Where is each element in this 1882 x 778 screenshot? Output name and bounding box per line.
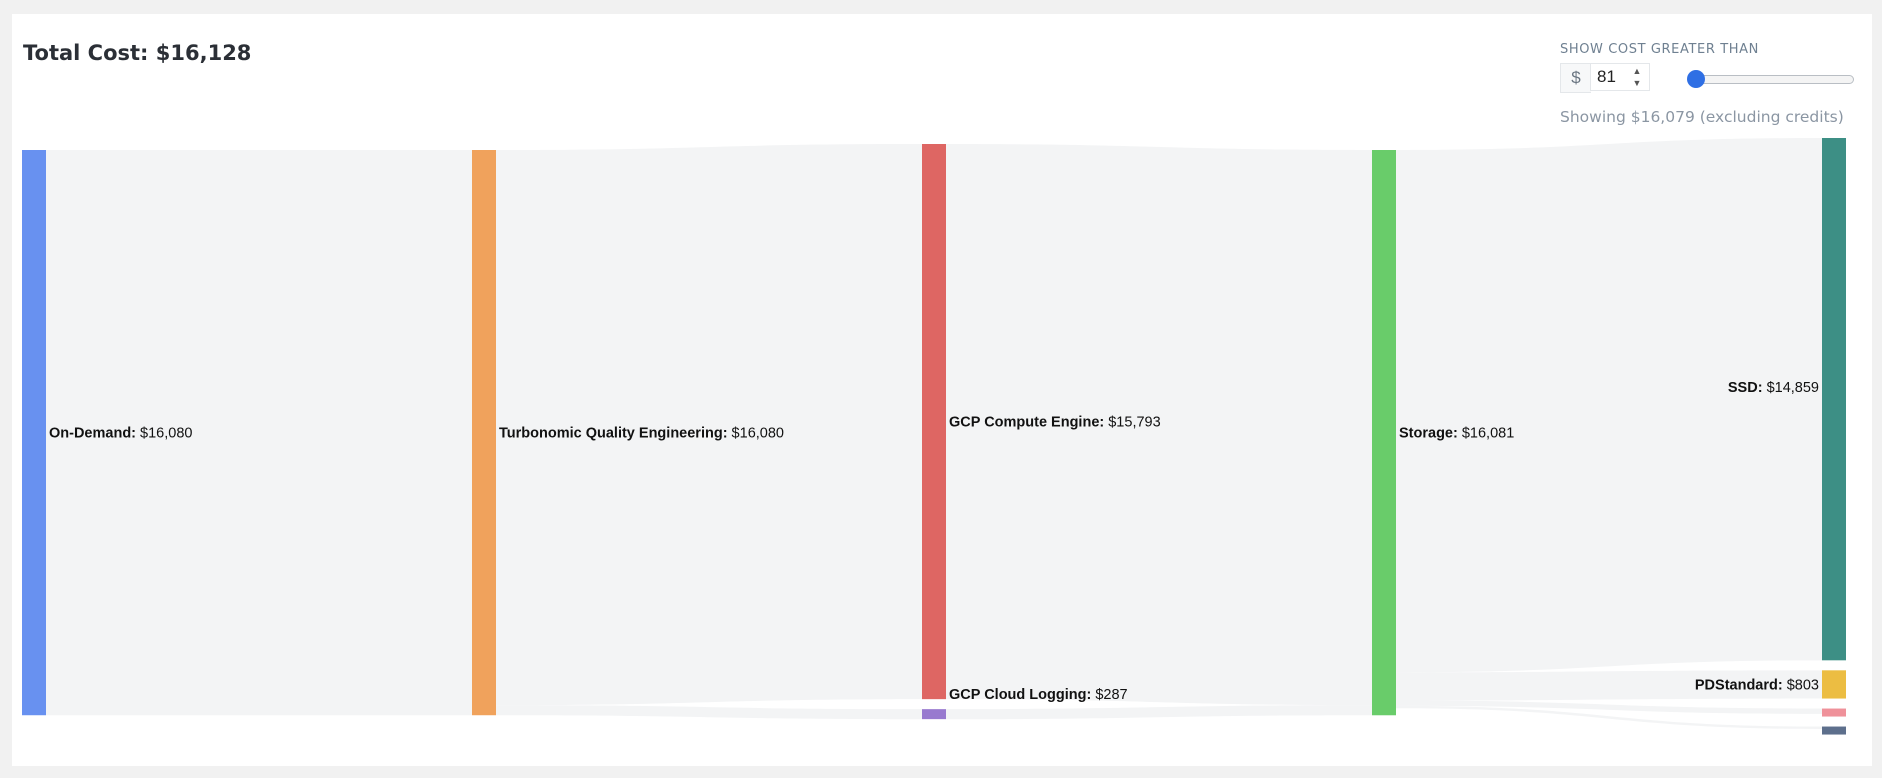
- sankey-link-turbonomic-to-compute_engine[interactable]: [496, 144, 922, 705]
- node-name-ssd: SSD:: [1728, 380, 1763, 396]
- sankey-node-storage[interactable]: [1372, 150, 1396, 715]
- sankey-link-cloud_logging-to-storage[interactable]: [946, 705, 1372, 719]
- node-value-storage: $16,081: [1458, 426, 1514, 442]
- node-name-turbonomic: Turbonomic Quality Engineering:: [499, 426, 728, 442]
- sankey-link-turbonomic-to-cloud_logging[interactable]: [496, 705, 922, 719]
- node-value-cloud_logging: $287: [1091, 687, 1127, 703]
- sankey-node-cloud_logging[interactable]: [922, 709, 946, 719]
- sankey-node-ssd[interactable]: [1822, 138, 1846, 660]
- sankey-node-unlabeled_slate[interactable]: [1822, 727, 1846, 735]
- sankey-link-storage-to-ssd[interactable]: [1396, 138, 1822, 672]
- node-label-turbonomic: Turbonomic Quality Engineering: $16,080: [499, 426, 784, 442]
- sankey-node-pdstandard[interactable]: [1822, 670, 1846, 698]
- node-value-compute_engine: $15,793: [1104, 415, 1160, 431]
- node-value-ssd: $14,859: [1763, 380, 1819, 396]
- node-value-turbonomic: $16,080: [728, 426, 784, 442]
- sankey-node-compute_engine[interactable]: [922, 144, 946, 699]
- node-label-cloud_logging: GCP Cloud Logging: $287: [949, 687, 1128, 703]
- node-value-on_demand: $16,080: [136, 426, 192, 442]
- node-name-on_demand: On-Demand:: [49, 426, 136, 442]
- node-label-pdstandard: PDStandard: $803: [1695, 677, 1819, 693]
- sankey-node-unlabeled_pink[interactable]: [1822, 709, 1846, 717]
- sankey-node-turbonomic[interactable]: [472, 150, 496, 715]
- node-name-storage: Storage:: [1399, 426, 1458, 442]
- node-name-compute_engine: GCP Compute Engine:: [949, 415, 1104, 431]
- node-name-pdstandard: PDStandard:: [1695, 677, 1783, 693]
- node-label-storage: Storage: $16,081: [1399, 426, 1514, 442]
- node-name-cloud_logging: GCP Cloud Logging:: [949, 687, 1091, 703]
- sankey-node-on_demand[interactable]: [22, 150, 46, 715]
- node-value-pdstandard: $803: [1783, 677, 1819, 693]
- node-label-on_demand: On-Demand: $16,080: [49, 426, 192, 442]
- node-label-ssd: SSD: $14,859: [1728, 380, 1819, 396]
- node-label-compute_engine: GCP Compute Engine: $15,793: [949, 415, 1161, 431]
